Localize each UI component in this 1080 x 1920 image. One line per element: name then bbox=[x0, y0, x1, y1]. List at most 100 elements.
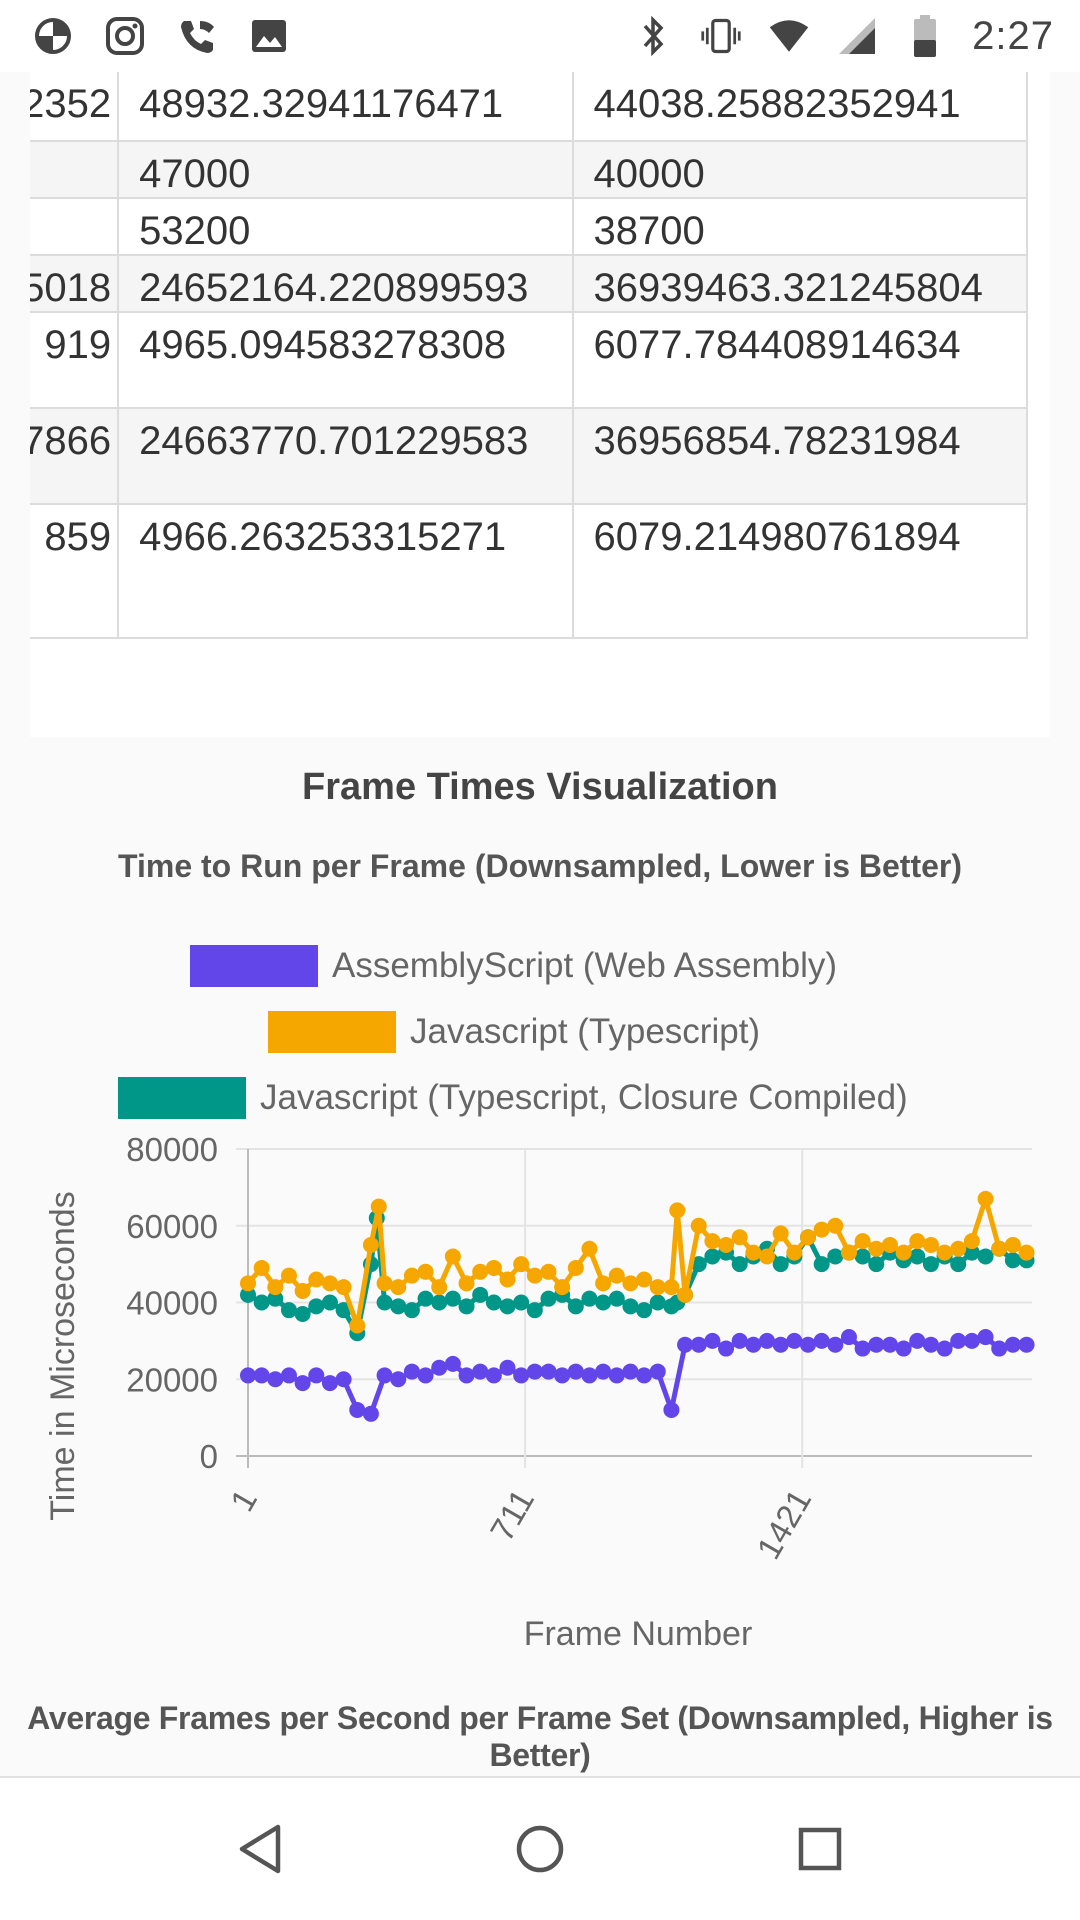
legend-item-assemblyscript[interactable]: AssemblyScript (Web Assembly) bbox=[190, 945, 837, 987]
table-row: 53200 38700 bbox=[30, 197, 1029, 256]
table-cell bbox=[30, 140, 120, 199]
data-point bbox=[444, 1290, 461, 1307]
data-point bbox=[458, 1367, 475, 1384]
data-point bbox=[922, 1236, 939, 1253]
data-point bbox=[636, 1271, 653, 1288]
data-point bbox=[321, 1275, 338, 1292]
data-point bbox=[499, 1271, 516, 1288]
data-point bbox=[977, 1329, 994, 1346]
data-point bbox=[294, 1375, 311, 1392]
chart-title: Time to Run per Frame (Downsampled, Lowe… bbox=[118, 848, 962, 884]
data-point bbox=[881, 1336, 898, 1353]
table-cell: 7866 bbox=[30, 407, 120, 505]
data-point bbox=[472, 1263, 489, 1280]
legend-item-javascript-closure[interactable]: Javascript (Typescript, Closure Compiled… bbox=[118, 1077, 908, 1119]
data-point bbox=[649, 1294, 666, 1311]
results-table-container[interactable]: 2352 48932.32941176471 44038.25882352941 47… bbox=[30, 72, 1050, 737]
data-point bbox=[554, 1367, 571, 1384]
data-point bbox=[349, 1401, 366, 1418]
data-point bbox=[854, 1233, 871, 1250]
data-point bbox=[608, 1267, 625, 1284]
data-point bbox=[513, 1294, 530, 1311]
data-point bbox=[431, 1294, 448, 1311]
data-point bbox=[417, 1290, 434, 1307]
x-tick-label: 1 bbox=[223, 1483, 264, 1517]
table-row: 7866 24663770.701229583 36956854.78231984 bbox=[30, 407, 1029, 505]
data-point bbox=[540, 1363, 557, 1380]
data-point bbox=[472, 1286, 489, 1303]
data-point bbox=[991, 1340, 1008, 1357]
data-point bbox=[800, 1336, 816, 1353]
gallery-icon bbox=[248, 15, 290, 57]
x-axis-label: Frame Number bbox=[524, 1615, 753, 1653]
data-point bbox=[690, 1217, 707, 1234]
data-point bbox=[759, 1248, 776, 1265]
data-point bbox=[922, 1256, 939, 1273]
data-point bbox=[267, 1279, 284, 1296]
table-cell: 919 bbox=[30, 311, 120, 409]
y-tick-label: 60000 bbox=[126, 1208, 218, 1245]
data-point bbox=[963, 1332, 980, 1349]
data-point bbox=[444, 1248, 461, 1265]
battery-icon bbox=[904, 15, 946, 57]
data-point bbox=[390, 1279, 407, 1296]
data-point bbox=[827, 1336, 844, 1353]
y-tick-label: 80000 bbox=[126, 1131, 218, 1168]
data-point bbox=[759, 1332, 776, 1349]
data-point bbox=[362, 1405, 379, 1422]
data-point bbox=[403, 1302, 420, 1319]
data-point bbox=[376, 1367, 393, 1384]
instagram-icon bbox=[104, 15, 146, 57]
data-point bbox=[240, 1275, 256, 1292]
data-point bbox=[622, 1275, 639, 1292]
recents-icon[interactable] bbox=[780, 1809, 860, 1889]
data-point bbox=[540, 1290, 557, 1307]
data-point bbox=[526, 1363, 543, 1380]
data-point bbox=[704, 1233, 721, 1250]
data-point bbox=[669, 1202, 686, 1219]
data-point bbox=[663, 1279, 680, 1296]
data-point bbox=[376, 1294, 393, 1311]
data-point bbox=[813, 1221, 830, 1238]
data-point bbox=[444, 1355, 461, 1372]
data-point bbox=[649, 1363, 666, 1380]
table-cell: 2352 bbox=[30, 72, 120, 142]
data-point bbox=[308, 1271, 325, 1288]
data-point bbox=[813, 1256, 830, 1273]
data-point bbox=[718, 1236, 735, 1253]
data-point bbox=[294, 1306, 311, 1323]
data-point bbox=[895, 1340, 912, 1357]
data-point bbox=[308, 1298, 325, 1315]
legend-item-javascript[interactable]: Javascript (Typescript) bbox=[268, 1011, 760, 1053]
data-point bbox=[636, 1302, 653, 1319]
data-point bbox=[267, 1371, 284, 1388]
data-point bbox=[881, 1236, 898, 1253]
data-point bbox=[677, 1336, 694, 1353]
data-point bbox=[731, 1256, 748, 1273]
data-point bbox=[267, 1290, 284, 1307]
back-icon[interactable] bbox=[220, 1809, 300, 1889]
table-cell: 47000 bbox=[117, 140, 574, 199]
table-cell: 24652164.220899593 bbox=[117, 254, 574, 313]
data-point bbox=[554, 1279, 571, 1296]
y-axis-label: Time in Microseconds bbox=[44, 1191, 82, 1520]
data-point bbox=[417, 1367, 434, 1384]
data-point bbox=[745, 1244, 762, 1261]
table-cell: 4965.094583278308 bbox=[117, 311, 574, 409]
data-point bbox=[950, 1240, 967, 1257]
data-point bbox=[868, 1336, 885, 1353]
data-point bbox=[704, 1332, 721, 1349]
data-point bbox=[690, 1336, 707, 1353]
data-point bbox=[458, 1275, 475, 1292]
clock-time: 2:27 bbox=[972, 13, 1054, 58]
data-point bbox=[499, 1298, 516, 1315]
data-point bbox=[731, 1332, 748, 1349]
data-point bbox=[390, 1371, 407, 1388]
data-point bbox=[431, 1279, 448, 1296]
data-point bbox=[1004, 1236, 1021, 1253]
table-cell bbox=[30, 197, 120, 256]
data-point bbox=[567, 1259, 584, 1276]
home-icon[interactable] bbox=[500, 1809, 580, 1889]
data-point bbox=[1004, 1336, 1021, 1353]
status-right-icons: 2:27 bbox=[632, 14, 1054, 59]
